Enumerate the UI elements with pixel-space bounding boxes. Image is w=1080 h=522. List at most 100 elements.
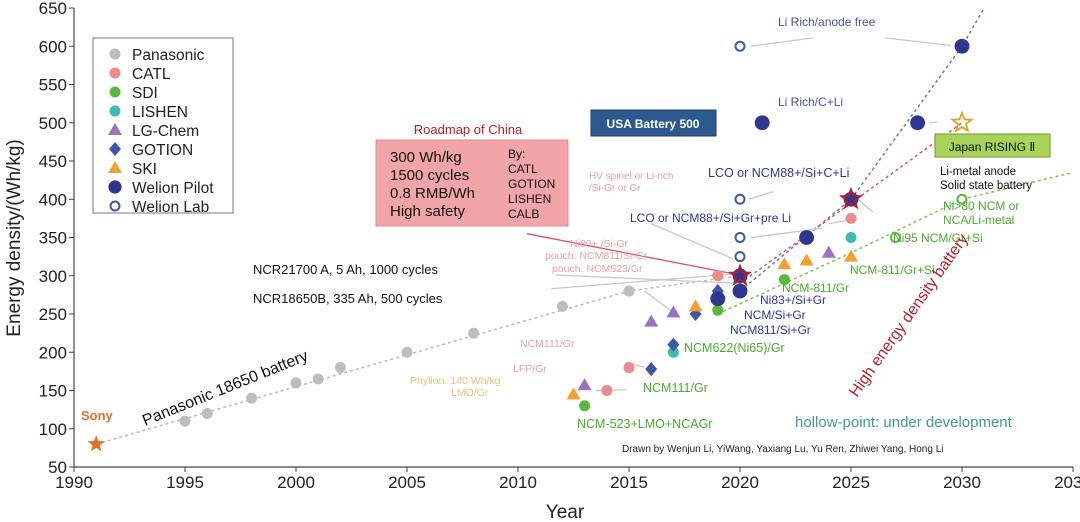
point-ski [777,257,792,270]
point-ski [688,299,703,312]
point-panasonic [468,327,480,339]
x-tick-label: 1995 [166,473,204,492]
y-tick-label: 100 [39,420,67,439]
annotation-arrow [748,190,774,200]
japan-label: Japan RISING Ⅱ [949,140,1036,154]
y-tick-label: 450 [39,152,67,171]
legend-label: SDI [132,85,158,102]
japan-box [934,133,1051,158]
lco-c-li-label: LCO or NCM88+/Si+C+Li [708,166,849,180]
roadmap-target: High safety [390,203,466,220]
li-rich-anode-free-label: Li Rich/anode free [778,15,876,29]
trend-line [739,7,985,292]
ncm811-si-gr-label: NCM811/Si+Gr [730,323,811,337]
legend-label: GOTION [132,142,193,159]
phylion-label: LMO/Gr [451,387,489,399]
legend-marker [109,48,121,60]
x-tick-label: 2020 [721,473,759,492]
annotation-arrow [884,37,951,47]
annotation-arrow [526,233,736,275]
point-ski [844,249,858,262]
y-tick-label: 600 [39,37,67,56]
point-welion-lab [734,232,746,243]
x-tick-label: 2015 [610,473,648,492]
y-tick-label: 500 [39,114,67,133]
legend-marker [109,105,121,117]
roadmap-target: 0.8 RMB/Wh [390,185,475,202]
point-panasonic [334,362,346,374]
point-panasonic [179,415,191,427]
x-tick-label: 2030 [943,473,981,492]
point-lg-chem [577,378,592,391]
hv-spinel-label: HV spinel or Li-rich [589,171,673,182]
legend-marker [108,180,122,194]
data-markers [87,38,974,452]
credit-label: Drawn by Wenjun Li, YiWang, Yaxiang Lu, … [622,444,944,455]
roadmap-by: LISHEN [508,192,551,206]
legend-marker [108,123,122,135]
point-catl [712,270,724,282]
japan-sub: Li-metal anode [940,166,1016,178]
sony-label: Sony [81,408,114,423]
annotation-arrow [555,274,741,285]
legend-label: LISHEN [132,104,188,121]
point-welion-lab [734,251,746,263]
roadmap-target: 300 Wh/kg [390,149,462,166]
legend-label: Panasonic [132,47,205,64]
point-welion-pilot [710,291,726,307]
ni83-label: Ni83+/Si+Gr [760,293,826,307]
point-sdi [579,400,591,412]
y-tick-label: 50 [48,458,67,477]
roadmap-of-china: Roadmap of China 300 Wh/kg 1500 cycles 0… [375,122,569,227]
point-roadmap-of-china [839,186,863,210]
legend-marker [109,200,121,212]
point-panasonic [401,346,413,358]
legend-label: SKI [132,161,157,178]
point-lg-chem [644,314,659,327]
x-tick-label: 2025 [832,473,870,492]
point-welion-pilot [954,38,970,54]
point-roadmap-of-china [728,263,752,286]
ncr21700-label: NCR21700 A, 5 Ah, 1000 cycles [253,262,439,277]
legend-marker [109,142,121,156]
usa-battery-500: USA Battery 500 [590,109,717,137]
ncr18650-label: NCR18650B, 335 Ah, 500 cycles [253,291,443,306]
japan-rising: Japan RISING Ⅱ Li-metal anode Solid stat… [934,133,1051,192]
point-lg-chem [666,305,681,318]
hv-spinel-label: /Si-Gr or Gr [589,183,641,194]
ncm111-small-label: NCM111/Gr [520,338,575,350]
annotation-arrows [526,37,951,392]
point-catl [623,362,635,374]
point-japan-rising-ii [950,110,974,133]
point-welion-pilot [910,115,926,131]
point-panasonic [290,377,302,389]
y-tick-label: 650 [39,0,67,18]
roadmap-box [375,139,569,227]
tick-labels: 1990 1995 2000 2005 2010 2015 2020 2025 2030 203 5… [39,0,1080,492]
ncm-si-gr-label: NCM/Si+Gr [744,308,806,322]
roadmap-by: CATL [508,162,538,176]
legend-marker [109,86,121,98]
legend: Panasonic CATL SDI LISHEN LG-Chem GOTION SKI We… [92,37,234,216]
ni80-ncm-label: NCA/Li-metal [943,213,1014,227]
point-panasonic [246,392,258,404]
roadmap-by: CALB [508,207,539,221]
ncm523-label: NCM-523+LMO+NCAGr [577,417,712,431]
point-sdi [712,304,724,316]
ni95-label: Ni95 NCM/Gr+Si [893,231,983,245]
point-panasonic [201,407,213,419]
point-panasonic [623,285,635,297]
annotation-arrow [551,273,732,290]
y-axis-title: Energy density/(Wh/kg) [4,139,25,336]
usa-label: USA Battery 500 [607,117,700,131]
annotation-arrow [857,198,874,213]
y-tick-label: 400 [39,190,67,209]
li-rich-c-li-label: Li Rich/C+Li [778,95,843,109]
usa-box [590,109,717,137]
point-sdi [778,274,790,286]
high-energy-label: High energy density battery [846,231,972,400]
point-welion-pilot [799,230,815,245]
point-green-targets [889,232,901,243]
